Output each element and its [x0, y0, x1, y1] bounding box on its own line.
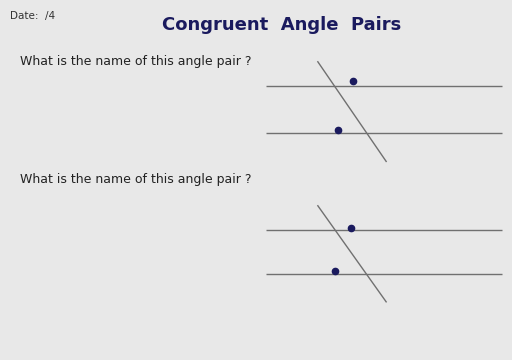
Text: Congruent  Angle  Pairs: Congruent Angle Pairs: [162, 16, 401, 34]
Text: What is the name of this angle pair ?: What is the name of this angle pair ?: [20, 55, 252, 68]
Text: Date:  /4: Date: /4: [10, 11, 55, 21]
Text: What is the name of this angle pair ?: What is the name of this angle pair ?: [20, 174, 252, 186]
